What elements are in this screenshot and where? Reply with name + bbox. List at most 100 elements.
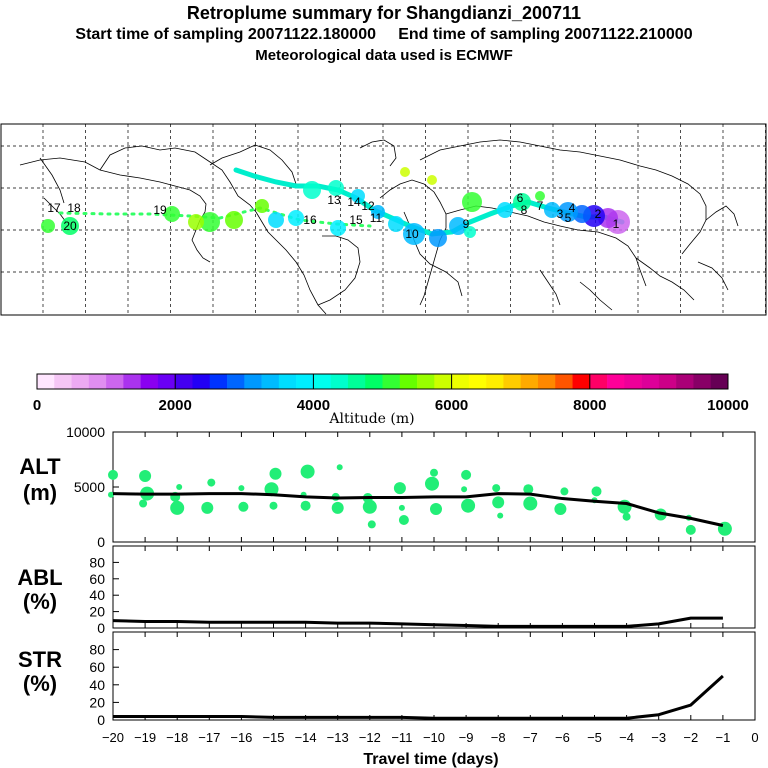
time-series-panels: 0500010000ALT(m)020406080ABL(%)020406080… (17, 424, 758, 768)
x-tick-label: −2 (683, 730, 698, 745)
altitude-colorbar: 0 2000 4000 6000 8000 10000 Altitude (m) (33, 373, 749, 427)
alt-scatter-point (269, 467, 282, 480)
x-tick-label: −1 (715, 730, 730, 745)
plume-blob (303, 181, 321, 199)
colorbar-cell (382, 374, 401, 389)
plume-blob (41, 219, 55, 233)
plume-blob (351, 189, 365, 203)
x-tick-label: −16 (230, 730, 252, 745)
y-tick-label: 0 (97, 620, 105, 636)
alt-scatter-point (523, 484, 534, 495)
colorbar-cells (37, 374, 729, 389)
colorbar-cell (572, 374, 591, 389)
colorbar-tick-label: 2000 (159, 397, 192, 414)
alt-scatter-point (398, 504, 405, 511)
plume-blob (388, 216, 404, 232)
day-label-7: 7 (537, 199, 544, 213)
colorbar-cell (37, 374, 55, 389)
plume-blob (61, 217, 79, 235)
colorbar-cell (71, 374, 90, 389)
plume-blob (513, 193, 531, 211)
colorbar-cell (330, 374, 349, 389)
alt-scatter-point (139, 470, 152, 482)
plume-blob (288, 210, 304, 226)
map-coastlines (19, 139, 739, 315)
plume-blob (255, 199, 269, 213)
colorbar-cell (468, 374, 487, 389)
colorbar-cell (88, 374, 107, 389)
alt-scatter-point (461, 498, 476, 513)
x-tick-label: −18 (166, 730, 188, 745)
alt-scatter-point (201, 501, 214, 514)
series-line-alt (112, 492, 724, 527)
x-tick-label: −14 (295, 730, 317, 745)
panel-frame (112, 631, 756, 721)
alt-scatter-point (108, 491, 114, 498)
colorbar-cell (261, 374, 280, 389)
plume-blob (464, 226, 476, 238)
day-label-4: 4 (569, 201, 576, 215)
colorbar-frame (36, 373, 729, 390)
x-tick-label: −6 (555, 730, 570, 745)
alt-scatter-point (497, 512, 504, 519)
alt-scatter-point (398, 515, 409, 525)
colorbar-cell (520, 374, 539, 389)
plume-blob (164, 206, 180, 222)
plume-blob (371, 205, 385, 219)
colorbar-cell (227, 374, 245, 389)
colorbar-ticks: 0 2000 4000 6000 8000 10000 (33, 374, 749, 414)
y-title-alt: ALT (19, 454, 61, 479)
x-tick-label: −10 (423, 730, 445, 745)
colorbar-tick-label: 4000 (297, 397, 330, 414)
x-tick-label: −8 (491, 730, 506, 745)
x-tick-label: −19 (134, 730, 156, 745)
colorbar-cell (209, 374, 228, 389)
plume-blob (200, 212, 220, 232)
day-label-15: 15 (349, 213, 363, 227)
y-tick-label: 20 (89, 694, 105, 710)
map-gridlines (1, 124, 766, 315)
day-label-5: 5 (565, 211, 572, 225)
plume-blob (188, 214, 204, 230)
y-tick-label: 80 (89, 642, 105, 658)
day-label-9: 9 (463, 217, 470, 231)
met-data-source: Meteorological data used is ECMWF (255, 47, 513, 64)
plume-blob (225, 211, 243, 229)
colorbar-cell (417, 374, 435, 389)
alt-scatter-point (492, 496, 505, 509)
colorbar-cell (175, 374, 193, 389)
colorbar-cell (278, 374, 297, 389)
panel-frame (112, 545, 756, 629)
alt-scatter-point (108, 469, 118, 480)
day-label-10: 10 (405, 227, 419, 241)
day-label-1: 1 (613, 217, 620, 231)
y-tick-label: 40 (89, 677, 105, 693)
plume-blob (429, 229, 447, 247)
y-tick-label: 80 (89, 554, 105, 570)
alt-scatter-point (269, 501, 278, 510)
x-tick-label: −15 (262, 730, 284, 745)
colorbar-cell (140, 374, 159, 389)
day-label-18: 18 (67, 201, 81, 215)
colorbar-cell (555, 374, 573, 389)
day-label-8: 8 (521, 203, 528, 217)
alt-scatter-point (139, 499, 148, 508)
plume-blob (462, 192, 482, 212)
track-tail (58, 206, 372, 228)
alt-scatter-point (367, 520, 376, 529)
colorbar-cell (123, 374, 141, 389)
colorbar-tick-label: 10000 (707, 397, 749, 414)
alt-scatter-point (300, 500, 311, 511)
alt-scatter-point (560, 487, 569, 496)
x-tick-label: −3 (651, 730, 666, 745)
x-tick-label: −11 (391, 730, 412, 745)
colorbar-cell (347, 374, 366, 389)
alt-scatter-point (425, 476, 439, 491)
plume-blob (449, 217, 467, 235)
colorbar-cell (313, 374, 331, 389)
alt-scatter-point (430, 503, 442, 515)
sampling-times: Start time of sampling 20071122.180000 E… (75, 26, 693, 43)
panel-alt: 0 5000 10000 ALT(m) (19, 424, 756, 550)
alt-scatter-point (461, 469, 472, 480)
